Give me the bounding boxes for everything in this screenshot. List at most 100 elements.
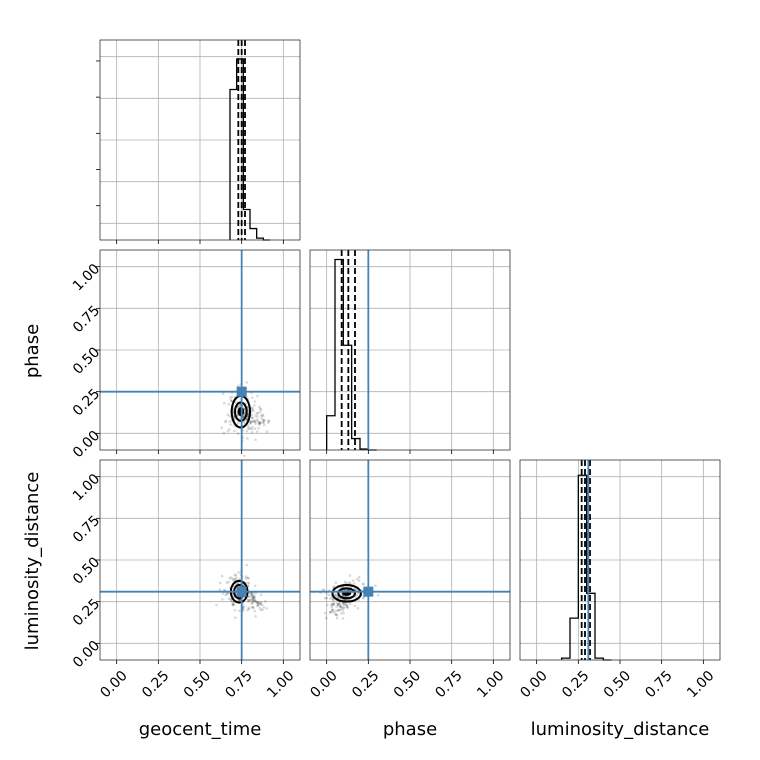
posterior-sample — [353, 604, 357, 608]
posterior-sample — [250, 593, 253, 597]
x-tick-label: 1.00 — [474, 668, 507, 701]
x-tick-label: 0.00 — [307, 668, 340, 701]
x-axis-label-3: luminosity_distance — [531, 719, 710, 740]
posterior-sample — [233, 573, 237, 577]
posterior-sample — [248, 426, 252, 430]
posterior-sample — [253, 594, 256, 598]
posterior-sample — [362, 582, 365, 585]
posterior-sample — [341, 609, 344, 612]
posterior-sample — [231, 603, 235, 607]
panel-phase-vs-geocent-time: 0.00 0.25 0.50 0.75 1.00 — [70, 249, 301, 461]
posterior-sample — [258, 405, 261, 409]
posterior-sample — [346, 606, 349, 610]
posterior-sample — [224, 419, 228, 423]
posterior-sample — [250, 597, 254, 601]
posterior-sample — [228, 414, 231, 418]
posterior-sample — [236, 432, 240, 435]
posterior-sample — [259, 593, 263, 597]
posterior-sample — [251, 595, 255, 599]
panel-luminosity-distance-vs-phase: 0.00 0.25 0.50 0.75 1.00 — [307, 459, 511, 701]
posterior-sample — [334, 593, 337, 596]
posterior-sample — [357, 575, 361, 579]
posterior-sample — [229, 599, 233, 602]
posterior-sample — [251, 408, 254, 411]
posterior-sample — [253, 596, 256, 599]
posterior-sample — [253, 403, 256, 407]
y-tick-label: 1.00 — [70, 471, 103, 504]
posterior-sample — [357, 579, 361, 582]
y-tick-label: 0.50 — [70, 344, 103, 377]
posterior-sample — [231, 603, 234, 606]
posterior-sample — [247, 427, 250, 431]
posterior-sample — [243, 454, 246, 458]
posterior-sample — [335, 616, 339, 620]
posterior-sample — [220, 574, 224, 578]
posterior-sample — [255, 412, 258, 415]
posterior-sample — [250, 601, 254, 605]
posterior-sample — [246, 437, 249, 440]
y-tick-label: 0.50 — [70, 554, 103, 587]
posterior-sample — [348, 581, 351, 584]
posterior-sample — [339, 604, 342, 608]
posterior-sample — [257, 421, 261, 424]
posterior-sample — [249, 422, 252, 425]
posterior-sample — [267, 419, 271, 422]
posterior-sample — [340, 606, 343, 609]
x-tick-label: 0.50 — [181, 668, 214, 701]
posterior-sample — [321, 588, 325, 592]
posterior-sample — [258, 407, 262, 411]
panel-luminosity-distance-vs-geocent-time: 0.00 0.25 0.50 0.75 1.000.000.250.500.751.00 — [70, 459, 301, 701]
posterior-sample — [352, 582, 356, 586]
posterior-sample — [229, 423, 232, 426]
posterior-sample — [226, 592, 230, 595]
posterior-sample — [258, 421, 261, 425]
x-tick-label: 0.50 — [391, 668, 424, 701]
posterior-sample — [243, 407, 246, 410]
truth-point — [236, 586, 247, 597]
posterior-sample — [253, 584, 257, 588]
posterior-sample — [242, 414, 246, 418]
posterior-sample — [343, 580, 347, 584]
posterior-sample — [253, 609, 256, 613]
posterior-sample — [335, 605, 339, 608]
y-tick-label: 0.75 — [70, 303, 103, 336]
posterior-sample — [330, 610, 333, 614]
posterior-sample — [257, 601, 260, 604]
truth-point — [236, 386, 247, 397]
posterior-sample — [261, 608, 264, 611]
posterior-sample — [253, 419, 257, 422]
posterior-sample — [244, 577, 248, 580]
posterior-sample — [236, 406, 240, 409]
posterior-sample — [345, 605, 349, 609]
posterior-sample — [247, 424, 250, 427]
posterior-sample — [251, 425, 254, 429]
posterior-sample — [376, 593, 380, 597]
posterior-sample — [261, 419, 265, 422]
posterior-sample — [361, 583, 365, 586]
posterior-sample — [221, 592, 225, 596]
posterior-sample — [247, 600, 250, 603]
posterior-sample — [230, 395, 234, 399]
posterior-sample — [254, 422, 257, 426]
posterior-sample — [225, 581, 229, 585]
posterior-sample — [233, 616, 237, 619]
posterior-sample — [262, 418, 266, 422]
posterior-sample — [335, 609, 338, 613]
posterior-sample — [253, 598, 257, 602]
posterior-sample — [252, 594, 255, 597]
posterior-sample — [247, 598, 251, 602]
posterior-sample — [228, 396, 232, 400]
x-tick-label: 0.25 — [559, 668, 592, 701]
panel-phase-histogram — [309, 249, 511, 454]
posterior-sample — [231, 577, 235, 581]
posterior-sample — [338, 601, 342, 605]
posterior-sample — [342, 611, 345, 615]
x-tick-label: 1.00 — [684, 668, 717, 701]
y-tick-label: 0.75 — [70, 513, 103, 546]
posterior-sample — [256, 602, 260, 606]
posterior-sample — [333, 593, 337, 597]
posterior-sample — [253, 420, 257, 424]
posterior-sample — [325, 616, 328, 620]
histogram-step — [229, 58, 270, 241]
posterior-sample — [251, 416, 255, 420]
